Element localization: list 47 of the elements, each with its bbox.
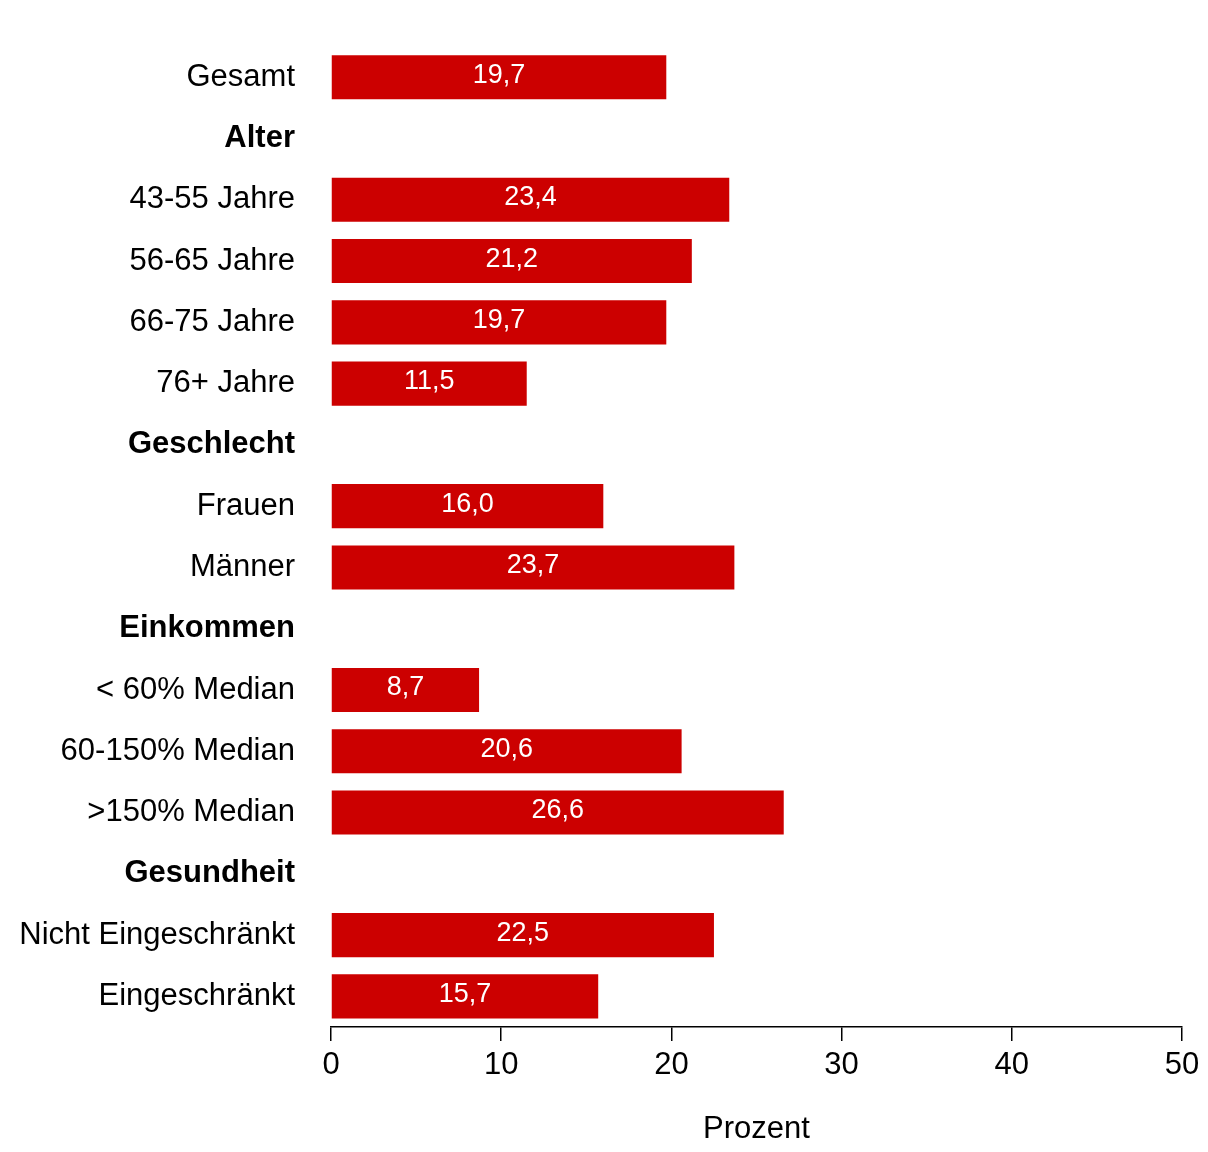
bar xyxy=(331,729,682,774)
bar xyxy=(331,239,692,284)
x-tick-label: 40 xyxy=(994,1046,1030,1082)
data-label: 19,7 xyxy=(472,303,526,334)
data-label: 8,7 xyxy=(386,671,425,702)
y-tick-label: Alter xyxy=(224,119,295,155)
bar xyxy=(331,545,735,590)
bar xyxy=(331,484,604,529)
y-tick-label: Nicht Eingeschränkt xyxy=(19,915,296,951)
bar xyxy=(331,667,480,713)
y-tick-label: 43-55 Jahre xyxy=(129,180,295,216)
y-tick-label: Frauen xyxy=(196,486,295,522)
data-label: 26,6 xyxy=(531,793,585,824)
bar xyxy=(331,790,784,835)
bar xyxy=(331,300,667,345)
data-label: 23,4 xyxy=(504,181,557,212)
data-label: 21,2 xyxy=(485,242,539,273)
y-tick-label: Gesundheit xyxy=(124,854,295,890)
y-tick-label: Eingeschränkt xyxy=(98,976,296,1012)
data-label: 19,7 xyxy=(472,58,526,89)
bar xyxy=(331,361,527,406)
y-tick-label: < 60% Median xyxy=(95,670,295,706)
y-tick-label: Männer xyxy=(189,547,295,583)
x-tick-label: 30 xyxy=(824,1046,859,1082)
x-axis-title: Prozent xyxy=(703,1109,811,1145)
y-tick-label: 56-65 Jahre xyxy=(129,241,295,277)
y-tick-label: 76+ Jahre xyxy=(156,364,295,400)
x-tick-label: 10 xyxy=(483,1046,519,1082)
y-tick-label: 66-75 Jahre xyxy=(129,302,295,338)
x-tick-label: 50 xyxy=(1164,1046,1200,1082)
data-label: 16,0 xyxy=(441,487,494,518)
y-tick-label: >150% Median xyxy=(87,793,295,829)
data-label: 20,6 xyxy=(480,732,533,763)
data-label: 23,7 xyxy=(506,548,560,579)
y-tick-label: Einkommen xyxy=(119,609,295,645)
y-tick-label: 60-150% Median xyxy=(60,731,295,767)
bar xyxy=(331,177,730,222)
bar xyxy=(331,55,667,100)
y-tick-label: Geschlecht xyxy=(127,425,295,461)
x-tick-label: 20 xyxy=(654,1046,689,1082)
x-tick-label: 0 xyxy=(322,1046,340,1082)
bar xyxy=(331,913,714,958)
y-tick-label: Gesamt xyxy=(186,57,296,93)
data-label: 15,7 xyxy=(438,977,492,1008)
data-label: 11,5 xyxy=(403,365,455,396)
data-label: 22,5 xyxy=(496,916,550,947)
bar xyxy=(331,974,599,1019)
